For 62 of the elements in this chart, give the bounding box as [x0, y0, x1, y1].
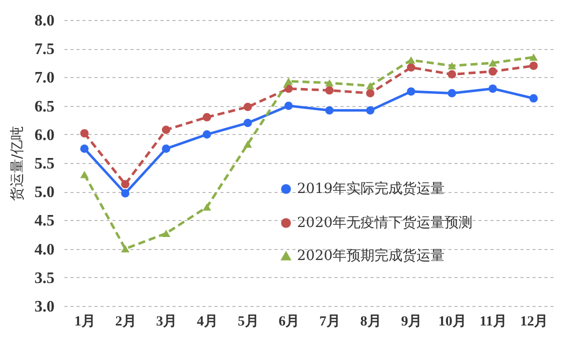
point — [488, 84, 497, 93]
point — [448, 62, 456, 70]
y-tick-label: 4.0 — [34, 241, 54, 258]
point — [244, 118, 252, 128]
y-tick-label: 6.5 — [34, 98, 54, 116]
x-tick-label: 8月 — [360, 314, 382, 330]
y-tick-label: 6.0 — [34, 126, 54, 144]
x-tick-label: 9月 — [401, 314, 422, 330]
x-tick-label: 6月 — [278, 314, 300, 330]
point — [325, 106, 334, 115]
point — [406, 63, 416, 72]
point — [80, 170, 89, 178]
y-axis-title: 货运量/亿吨 — [10, 126, 26, 201]
point — [80, 129, 89, 138]
legend-label: 2020年无疫情下货运量预测 — [297, 215, 473, 231]
x-tick-label: 10月 — [438, 314, 466, 330]
y-tick-label: 7.0 — [34, 70, 54, 87]
point — [448, 70, 456, 79]
x-tick-label: 12月 — [520, 314, 548, 330]
legend-label: 2019年实际完成货运量 — [297, 181, 445, 197]
point — [366, 82, 374, 90]
x-tick-label: 2月 — [115, 314, 136, 330]
y-tick-label: 8.0 — [34, 12, 54, 30]
point — [121, 189, 130, 198]
point — [488, 67, 497, 76]
x-tick-label: 3月 — [156, 314, 178, 330]
y-tick-label: 3.5 — [34, 270, 54, 287]
y-tick-label: 5.5 — [34, 156, 54, 172]
y-tick-label: 4.5 — [34, 212, 54, 230]
y-tick-label: 7.5 — [34, 41, 54, 58]
point — [366, 89, 374, 98]
point — [202, 113, 212, 122]
point — [284, 102, 293, 110]
y-tick-label: 3.0 — [34, 298, 54, 316]
point — [244, 140, 252, 148]
point — [284, 78, 293, 85]
point — [529, 54, 538, 61]
x-tick-label: 7月 — [319, 314, 340, 330]
point — [366, 106, 374, 115]
x-tick-label: 1月 — [74, 314, 96, 330]
point — [80, 144, 89, 153]
point — [529, 94, 538, 103]
point — [202, 203, 212, 211]
point — [325, 79, 334, 87]
point — [121, 180, 130, 188]
point — [488, 59, 497, 67]
legend-label: 2020年预期完成货运量 — [297, 248, 445, 264]
point — [325, 86, 334, 95]
point — [162, 144, 170, 153]
point — [202, 130, 212, 139]
point — [529, 62, 538, 70]
point — [162, 230, 170, 237]
x-tick-label: 11月 — [480, 314, 507, 330]
point — [406, 56, 416, 64]
point — [406, 87, 416, 96]
point — [162, 126, 170, 134]
x-tick-label: 4月 — [196, 314, 218, 330]
point — [448, 89, 456, 98]
point — [244, 102, 252, 112]
y-tick-label: 5.0 — [34, 184, 54, 202]
x-tick-label: 5月 — [238, 314, 259, 330]
point — [121, 245, 130, 252]
